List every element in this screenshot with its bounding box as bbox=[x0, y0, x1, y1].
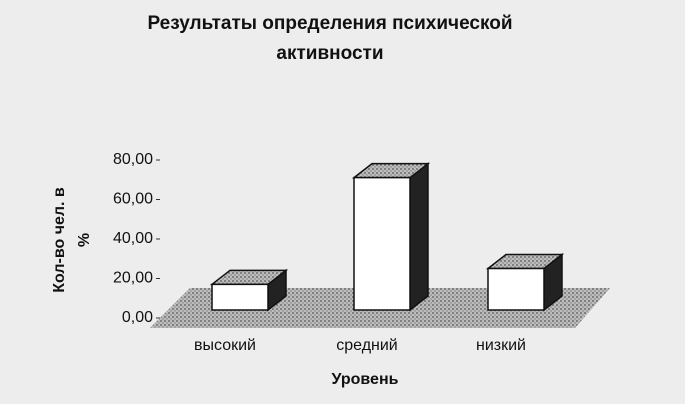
bar-face bbox=[409, 162, 429, 312]
x-tick-label: низкий bbox=[476, 337, 526, 354]
y-axis-label: Кол-во чел. в bbox=[51, 187, 68, 293]
x-tick-label: средний bbox=[336, 337, 398, 354]
chart-title: Результаты определения психической bbox=[147, 13, 512, 34]
x-tick-label: высокий bbox=[194, 337, 256, 354]
x-axis-label: Уровень bbox=[332, 371, 399, 388]
bar-face bbox=[487, 267, 545, 311]
bar bbox=[351, 162, 431, 312]
y-tick-label: 40,00 bbox=[113, 230, 153, 247]
y-tick-label: 80,00 bbox=[113, 151, 153, 168]
y-axis-label: % bbox=[76, 233, 93, 247]
y-tick-label: 20,00 bbox=[113, 270, 153, 287]
bar-face bbox=[353, 176, 411, 311]
bar bbox=[209, 268, 289, 312]
bar-face bbox=[211, 283, 269, 311]
y-tick-label: 60,00 bbox=[113, 191, 153, 208]
chart-title: активности bbox=[276, 43, 383, 64]
bar bbox=[485, 252, 565, 312]
y-tick-label: 0,00 bbox=[122, 309, 153, 326]
